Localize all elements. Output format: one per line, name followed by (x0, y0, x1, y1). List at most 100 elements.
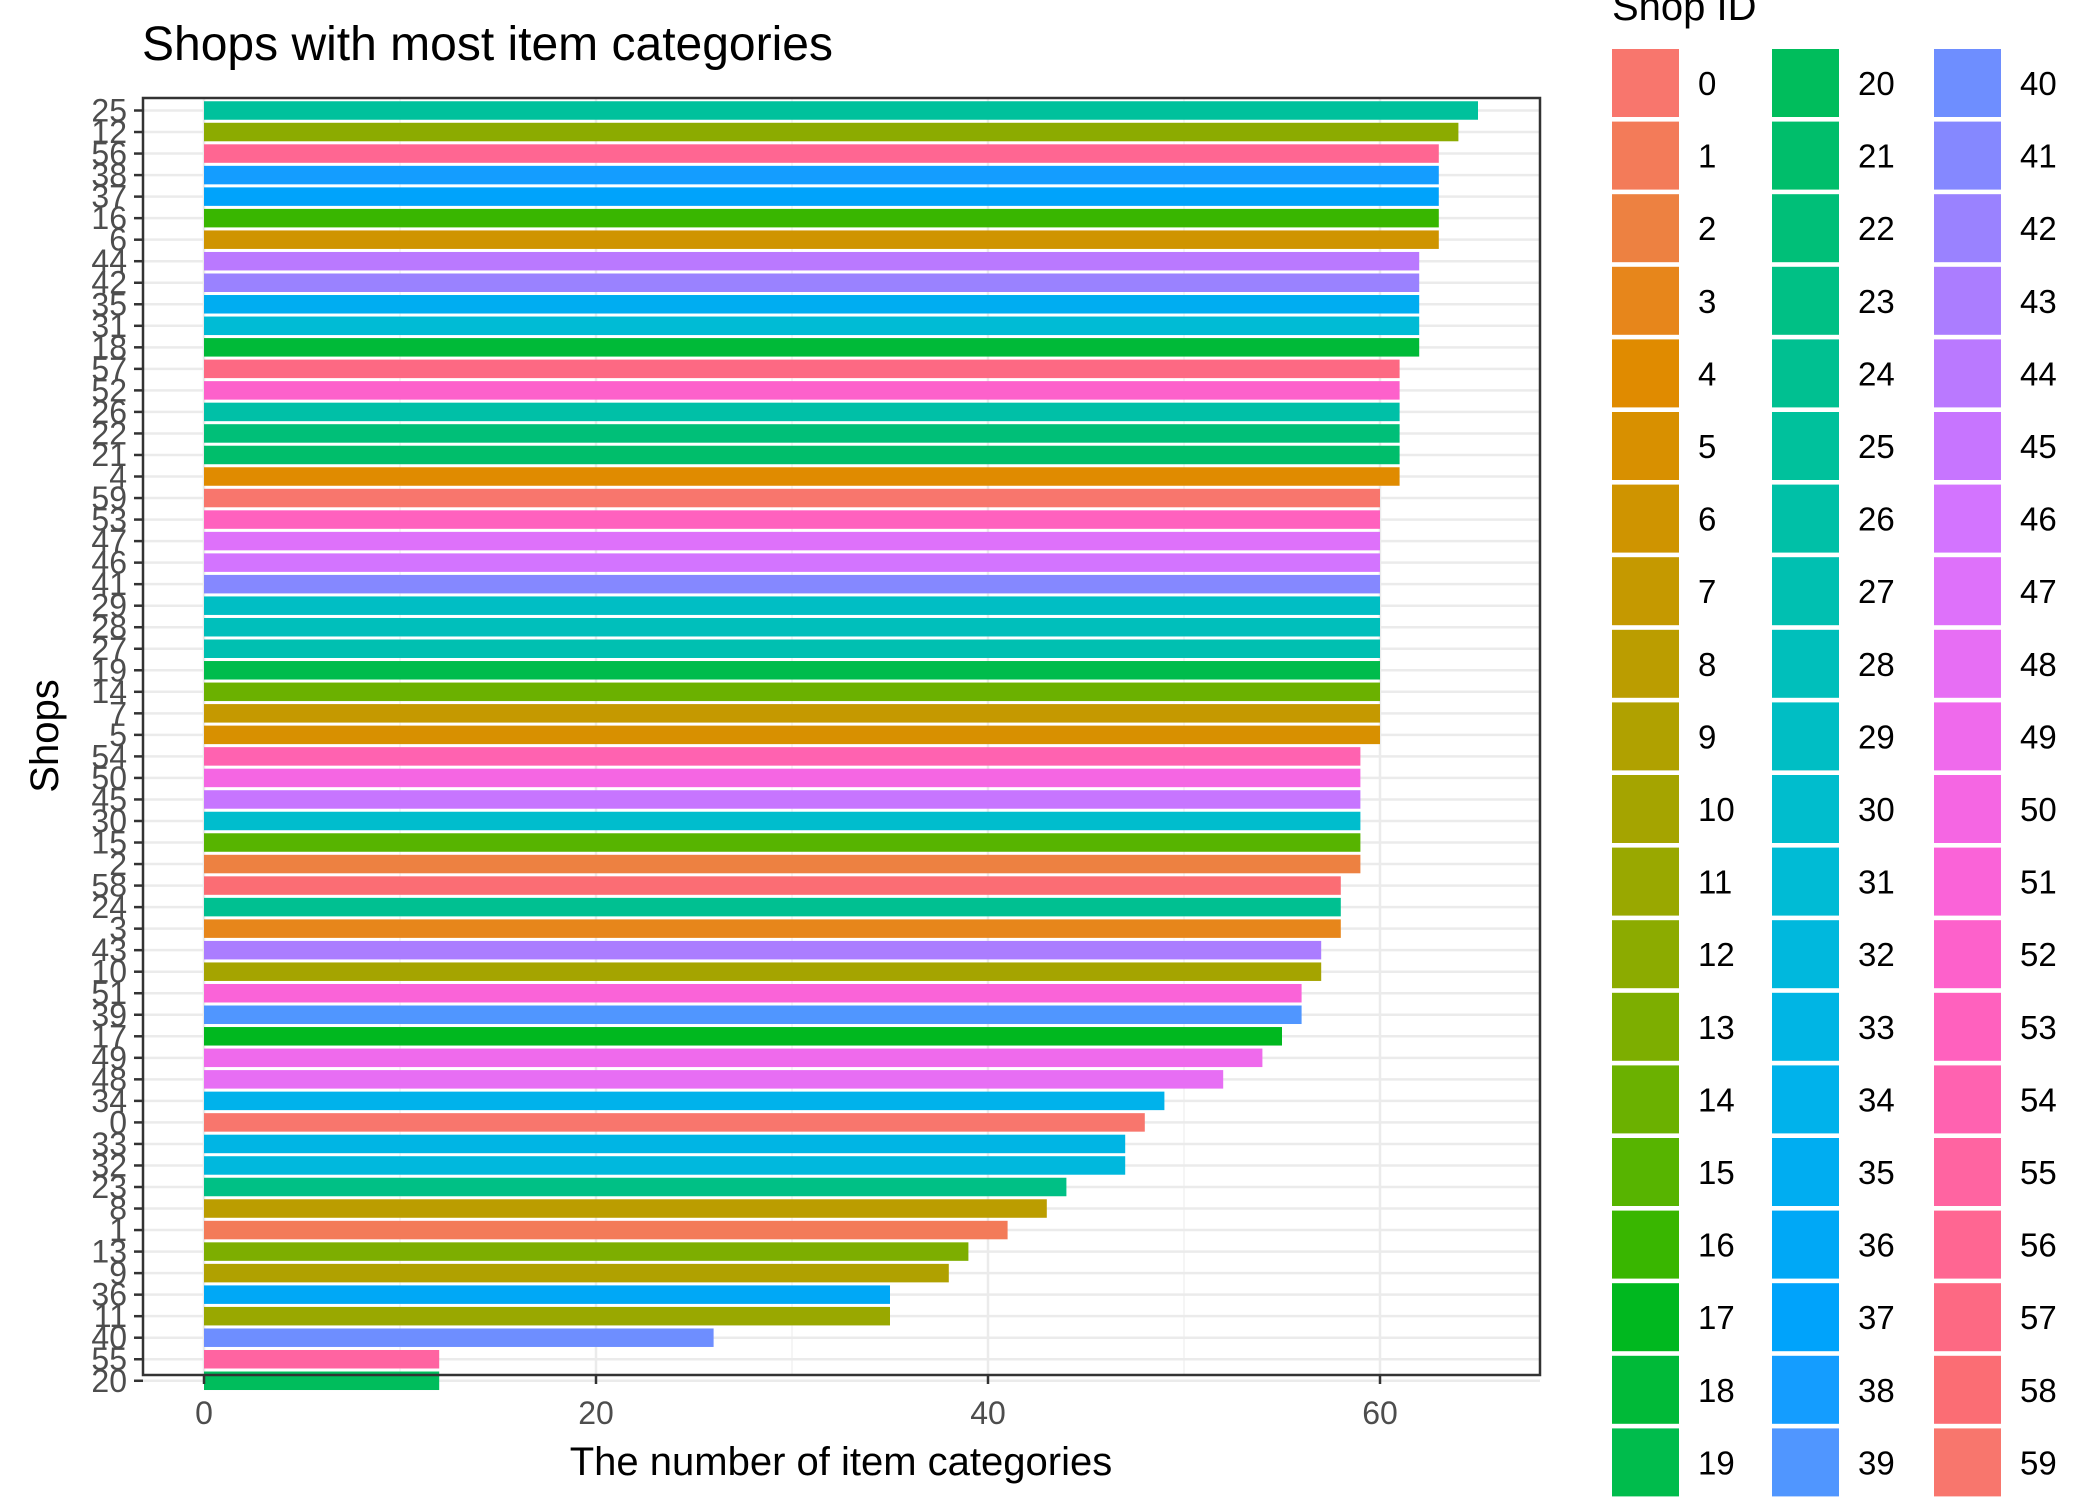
legend-label: 29 (1858, 718, 1895, 755)
legend-key (1934, 1283, 2001, 1352)
legend-label: 6 (1698, 501, 1716, 538)
legend-label: 46 (2020, 501, 2057, 538)
legend-label: 12 (1698, 936, 1735, 973)
legend-key (1772, 1065, 1839, 1134)
legend-label: 24 (1858, 355, 1895, 392)
y-tick-label: 52 (91, 372, 127, 408)
y-tick-label: 29 (91, 588, 127, 624)
legend-label: 53 (2020, 1009, 2057, 1046)
legend-key (1612, 339, 1679, 408)
y-tick-label: 36 (91, 1277, 127, 1313)
y-tick-label: 7 (109, 695, 127, 731)
legend-label: 3 (1698, 283, 1716, 320)
y-tick-label: 46 (91, 545, 127, 581)
bar-shop-37 (204, 187, 1439, 206)
y-tick-label: 21 (91, 437, 127, 473)
legend-label: 4 (1698, 355, 1716, 392)
legend-key (1934, 266, 2001, 335)
legend-label: 26 (1858, 501, 1895, 538)
legend-label: 32 (1858, 936, 1895, 973)
legend-key (1934, 412, 2001, 480)
bars (204, 101, 1478, 1391)
bar-shop-58 (204, 876, 1341, 895)
y-tick-label: 22 (91, 415, 127, 451)
bar-shop-39 (204, 1005, 1302, 1025)
y-tick-label: 8 (109, 1191, 127, 1227)
legend-label: 8 (1698, 646, 1716, 683)
bar-shop-48 (204, 1070, 1224, 1089)
bar-shop-12 (204, 122, 1459, 142)
x-tick-label: 60 (1362, 1395, 1398, 1431)
legend-label: 16 (1698, 1227, 1735, 1264)
legend-label: 35 (1858, 1154, 1895, 1191)
bar-shop-35 (204, 295, 1420, 314)
legend-key (1772, 121, 1839, 190)
legend-key (1612, 920, 1679, 989)
legend-label: 57 (2020, 1299, 2057, 1336)
legend-label: 2 (1698, 210, 1716, 247)
bar-shop-49 (204, 1048, 1263, 1068)
bar-shop-32 (204, 1156, 1126, 1175)
y-tick-label: 30 (91, 803, 127, 839)
y-tick-label: 54 (91, 738, 127, 774)
y-tick-label: 17 (91, 1018, 127, 1054)
bar-shop-43 (204, 940, 1322, 960)
y-tick-label: 50 (91, 760, 127, 796)
y-tick-label: 20 (91, 1363, 127, 1399)
bar-shop-22 (204, 424, 1400, 443)
y-tick-label: 40 (91, 1320, 127, 1356)
bar-shop-31 (204, 316, 1420, 336)
legend-title: Shop ID (1612, 0, 1757, 29)
y-tick-label: 45 (91, 781, 127, 817)
y-tick-label: 33 (91, 1126, 127, 1162)
legend-label: 36 (1858, 1227, 1895, 1264)
legend-label: 39 (1858, 1444, 1895, 1481)
legend-label: 27 (1858, 573, 1895, 610)
bar-shop-33 (204, 1134, 1126, 1154)
bar-shop-21 (204, 445, 1400, 465)
bar-shop-29 (204, 596, 1380, 615)
y-tick-label: 23 (91, 1169, 127, 1205)
y-tick-label: 59 (91, 480, 127, 516)
y-tick-label: 15 (91, 825, 127, 861)
y-tick-label: 32 (91, 1147, 127, 1183)
y-tick-label: 11 (94, 1298, 127, 1334)
y-tick-label: 38 (91, 157, 127, 193)
legend-key (1612, 1138, 1679, 1206)
y-tick-label: 42 (91, 265, 127, 301)
legend-label: 47 (2020, 573, 2057, 610)
legend-key (1612, 266, 1679, 335)
legend-key (1612, 484, 1679, 553)
legend-label: 48 (2020, 646, 2057, 683)
bar-shop-10 (204, 962, 1322, 981)
legend-label: 13 (1698, 1009, 1735, 1046)
legend-key (1934, 920, 2001, 989)
bar-shop-18 (204, 338, 1420, 357)
legend-label: 5 (1698, 428, 1716, 465)
legend-key (1612, 847, 1679, 916)
legend-key (1772, 1138, 1839, 1206)
bar-shop-16 (204, 208, 1439, 228)
legend-label: 28 (1858, 646, 1895, 683)
y-tick-label: 14 (91, 674, 127, 710)
legend-key (1772, 484, 1839, 553)
legend-label: 33 (1858, 1009, 1895, 1046)
legend-label: 11 (1698, 864, 1732, 901)
legend-label: 34 (1858, 1081, 1895, 1118)
legend-key (1934, 847, 2001, 916)
bar-shop-26 (204, 402, 1400, 422)
bar-shop-14 (204, 682, 1380, 702)
legend-label: 22 (1858, 210, 1895, 247)
legend-key (1612, 702, 1679, 771)
legend-key (1612, 992, 1679, 1061)
legend-key (1612, 557, 1679, 626)
legend-key (1934, 339, 2001, 408)
bar-shop-56 (204, 144, 1439, 163)
x-tick-label: 20 (578, 1395, 614, 1431)
legend-label: 25 (1858, 428, 1895, 465)
y-tick-label: 56 (91, 136, 127, 172)
legend-key (1612, 1355, 1679, 1424)
legend-key (1934, 775, 2001, 843)
bar-shop-41 (204, 574, 1380, 594)
